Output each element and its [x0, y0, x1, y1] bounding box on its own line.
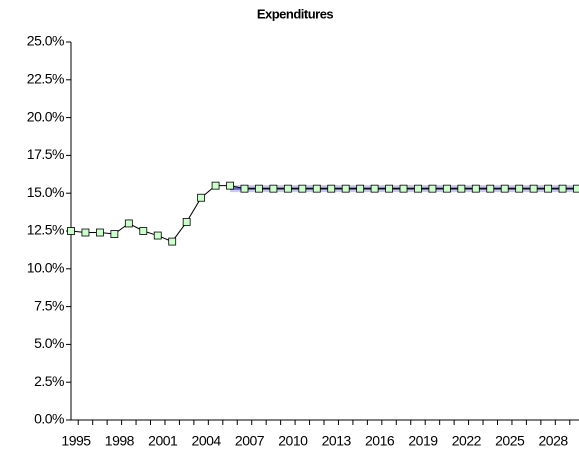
marker — [197, 193, 206, 202]
y-tick-label: 7.5% — [34, 297, 64, 313]
marker — [312, 184, 321, 193]
marker — [573, 184, 579, 193]
marker — [226, 181, 234, 190]
marker — [96, 228, 104, 237]
marker — [327, 184, 336, 193]
marker — [414, 184, 422, 193]
marker — [110, 230, 119, 238]
marker — [182, 218, 191, 226]
x-tick-label: 2013 — [322, 433, 352, 449]
x-tick-label: 1995 — [61, 433, 91, 449]
x-tick-label: 2019 — [408, 433, 438, 449]
marker — [255, 184, 263, 193]
marker — [124, 219, 133, 228]
y-tick-label: 0.0% — [34, 411, 64, 427]
x-tick-label: 2022 — [452, 433, 482, 449]
marker — [153, 231, 162, 240]
y-tick-label: 17.5% — [27, 146, 64, 162]
marker — [500, 184, 509, 193]
marker — [370, 184, 379, 193]
chart-title: Expenditures — [257, 6, 334, 21]
x-tick-label: 2007 — [235, 433, 265, 449]
y-tick-label: 5.0% — [34, 335, 64, 351]
marker — [544, 184, 552, 193]
y-tick-label: 22.5% — [27, 71, 64, 87]
marker — [558, 184, 567, 193]
marker — [428, 184, 437, 193]
x-tick-label: 2004 — [192, 433, 222, 449]
marker — [298, 184, 307, 193]
marker — [471, 184, 480, 193]
marker — [399, 184, 408, 193]
marker — [168, 237, 177, 246]
x-tick-label: 2028 — [539, 433, 569, 449]
y-tick-label: 2.5% — [34, 373, 64, 389]
marker — [457, 184, 466, 193]
marker — [356, 184, 365, 193]
y-tick-label: 15.0% — [27, 184, 64, 200]
y-tick-label: 25.0% — [27, 33, 64, 49]
x-tick-label: 1998 — [105, 433, 135, 449]
marker — [442, 184, 451, 193]
marker — [81, 228, 90, 237]
y-tick-label: 10.0% — [27, 260, 64, 276]
marker — [67, 227, 75, 235]
marker — [269, 184, 278, 193]
marker — [486, 184, 495, 193]
x-tick-label: 2016 — [365, 433, 395, 449]
marker — [139, 227, 148, 235]
x-tick-label: 2001 — [148, 433, 178, 449]
x-tick-label: 2010 — [278, 433, 308, 449]
y-tick-label: 20.0% — [27, 108, 64, 124]
marker — [385, 184, 393, 193]
marker — [529, 184, 538, 193]
x-tick-label: 2025 — [495, 433, 525, 449]
y-tick-label: 12.5% — [27, 222, 64, 238]
marker — [211, 181, 220, 190]
marker — [283, 184, 292, 193]
marker — [515, 184, 524, 193]
marker — [240, 184, 249, 193]
marker — [341, 184, 350, 193]
